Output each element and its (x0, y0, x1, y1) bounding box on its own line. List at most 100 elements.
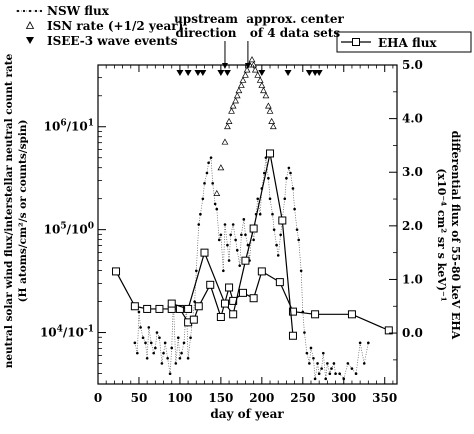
isn-rate-point (213, 189, 221, 196)
nsw-flux-point (223, 223, 227, 226)
nsw-flux-point (332, 362, 336, 365)
eha-flux-point (143, 304, 152, 313)
right-tick-label: 1.0 (402, 272, 423, 286)
nsw-flux-point (308, 362, 311, 365)
isn-rate-point (256, 76, 264, 83)
nsw-flux-point (227, 259, 231, 262)
nsw-flux-point (267, 176, 270, 180)
nsw-flux-point (154, 346, 157, 350)
nsw-flux-point (176, 336, 180, 339)
left-axis-label: neutral solar wind flux/interstellar neu… (3, 53, 15, 368)
isee3-wave-event-marker (194, 70, 202, 76)
nsw-flux-point (205, 171, 209, 175)
nsw-flux-point (222, 269, 225, 273)
right-tick-label: 5.0 (402, 58, 423, 72)
nsw-flux-point (235, 248, 239, 252)
nsw-flux-point (136, 351, 139, 355)
nsw-flux-line (134, 156, 369, 380)
right-tick-label: 0.0 (402, 326, 423, 340)
nsw-flux-point (256, 197, 260, 201)
eha-flux-point (384, 326, 393, 335)
nsw-flux-point (166, 356, 169, 360)
nsw-flux-point (316, 362, 319, 365)
nsw-flux-point (362, 362, 366, 365)
legend-box-eha (336, 31, 472, 53)
nsw-flux-point (291, 187, 295, 190)
nsw-flux-point (246, 243, 250, 247)
legend-nsw-dot (39, 9, 43, 13)
axis-labels: day of year neutral solar wind flux/inte… (3, 53, 462, 421)
nsw-flux-point (295, 228, 299, 231)
nsw-flux-point (283, 197, 287, 201)
nsw-flux-point (289, 171, 292, 175)
eha-flux-point (189, 315, 198, 324)
eha-flux-point (275, 278, 284, 287)
legend-eha-label: EHA flux (378, 36, 437, 50)
left-tick-label: 106/101 (44, 119, 94, 134)
legend-nsw-dot (22, 9, 26, 13)
annotation-arrow-head (221, 63, 228, 69)
eha-flux-point (216, 312, 225, 321)
nsw-flux-point (201, 197, 205, 201)
isee3-wave-event-marker (223, 70, 231, 76)
isn-rate-point (229, 102, 237, 109)
nsw-flux-point (226, 243, 229, 247)
nsw-flux-point (240, 233, 243, 237)
annotation-line2: of 4 data sets (250, 26, 340, 40)
x-tick-label: 350 (372, 391, 397, 405)
annotation-line1: approx. center (246, 12, 344, 26)
nsw-flux-point (244, 233, 247, 237)
nsw-flux-point (217, 238, 221, 242)
isn-rate-point (243, 66, 251, 73)
eha-flux-point (167, 299, 176, 308)
isee3-wave-event-marker (258, 70, 266, 76)
isn-rate-point (233, 92, 241, 99)
isn-rate-point (268, 117, 276, 124)
nsw-flux-point (321, 351, 325, 355)
nsw-flux-point (313, 377, 317, 381)
legend-isee3-symbol (26, 37, 34, 44)
isee3-wave-event-marker (199, 70, 207, 76)
plot-border (97, 64, 398, 385)
nsw-flux-point (272, 228, 276, 231)
nsw-flux-point (242, 218, 246, 221)
isee3-wave-event-marker (315, 70, 323, 76)
eha-flux-point (155, 304, 164, 313)
nsw-flux-point (174, 362, 178, 365)
nsw-flux-point (312, 356, 315, 360)
nsw-flux-point (186, 356, 190, 360)
eha-flux-line-2 (171, 153, 294, 336)
nsw-flux-point (350, 367, 354, 370)
nsw-flux-point (144, 341, 147, 345)
legend-label: ISN rate (+1/2 year) (47, 19, 183, 33)
nsw-flux-point (163, 341, 167, 345)
nsw-flux-point (268, 197, 272, 201)
axis-ticks: 0 50 100 150 200 250 300 350 106/101 105/100 104/1… (40, 58, 423, 405)
nsw-flux-point (293, 207, 296, 211)
isn-rate-point (269, 123, 277, 130)
nsw-flux-point (258, 212, 262, 216)
isn-rate-point (260, 87, 267, 94)
eha-flux-point (130, 302, 139, 311)
x-tick-label: 300 (331, 391, 356, 405)
isn-rate-point (221, 138, 229, 145)
nsw-flux-point (305, 351, 309, 355)
eha-flux-point (347, 310, 356, 319)
eha-flux-point (257, 267, 266, 276)
legend-nsw-dot (16, 9, 20, 13)
nsw-flux-point (338, 372, 341, 376)
isn-rate-point (235, 87, 243, 94)
isn-rate-point (239, 76, 247, 83)
nsw-flux-point (275, 243, 278, 247)
nsw-flux-point (276, 254, 280, 257)
isn-rate-point (258, 81, 266, 88)
x-tick-label: 0 (94, 391, 102, 405)
isee3-wave-event-marker (284, 70, 292, 76)
eha-flux-point (225, 283, 234, 292)
eha-flux-point (249, 294, 258, 303)
nsw-flux-point (213, 202, 217, 206)
eha-flux-point (241, 256, 250, 265)
nsw-flux-point (203, 182, 206, 185)
eha-flux-point (238, 288, 247, 297)
